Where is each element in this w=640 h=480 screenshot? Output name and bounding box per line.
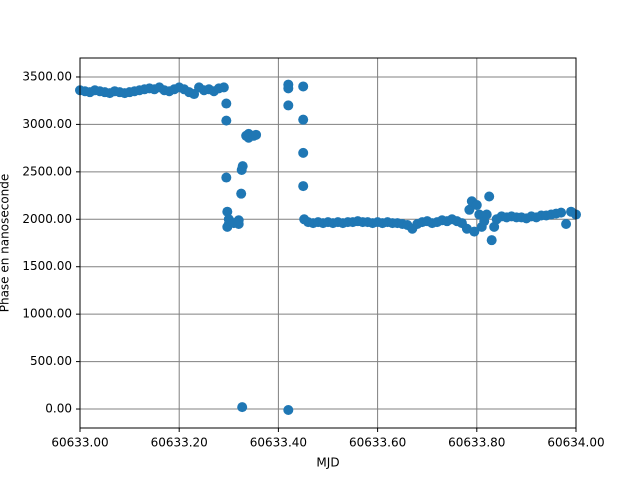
point [561, 219, 572, 230]
point [221, 115, 232, 126]
point [283, 83, 294, 94]
point [283, 404, 294, 415]
y-tick-label: 3000.00 [22, 117, 72, 131]
point [221, 98, 232, 109]
point [481, 209, 492, 220]
x-tick-label: 60633.20 [151, 436, 208, 450]
point [298, 181, 309, 192]
x-tick-label: 60633.80 [448, 436, 505, 450]
point [556, 207, 567, 218]
point [484, 191, 495, 202]
point [469, 226, 480, 237]
point [236, 188, 247, 199]
y-tick-label: 3500.00 [22, 69, 72, 83]
point [251, 129, 262, 140]
y-tick-label: 1000.00 [22, 307, 72, 321]
x-tick-label: 60633.00 [51, 436, 108, 450]
point [221, 172, 232, 183]
point [283, 100, 294, 111]
point [486, 235, 497, 246]
point [222, 206, 233, 217]
y-tick-label: 500.00 [30, 354, 72, 368]
x-tick-label: 60633.40 [250, 436, 307, 450]
plot-frame [79, 57, 577, 429]
point [218, 82, 229, 93]
x-tick-label: 60634.00 [547, 436, 604, 450]
y-tick-label: 0.00 [45, 402, 72, 416]
point [298, 147, 309, 158]
point [471, 200, 482, 211]
x-axis-label: MJD [316, 456, 339, 470]
y-tick-label: 1500.00 [22, 259, 72, 273]
point [489, 221, 500, 232]
point [298, 114, 309, 125]
y-tick-label: 2000.00 [22, 212, 72, 226]
point [237, 402, 248, 413]
point [298, 81, 309, 92]
x-tick-label: 60633.60 [349, 436, 406, 450]
point [237, 161, 248, 172]
y-axis-label: Phase en nanoseconde [0, 174, 12, 313]
point [233, 215, 244, 226]
y-tick-label: 2500.00 [22, 164, 72, 178]
point [464, 204, 475, 215]
